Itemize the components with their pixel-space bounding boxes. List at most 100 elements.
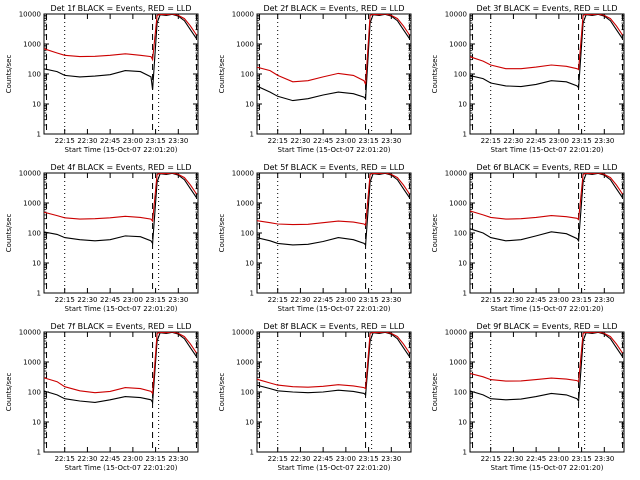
x-axis-label: Start Time (15-Oct-07 22:01:20): [491, 305, 604, 313]
x-tick-label: 22:45: [526, 455, 546, 463]
x-tick-label: 22:15: [481, 455, 501, 463]
x-tick-label: 23:00: [123, 455, 143, 463]
x-tick-label: 22:15: [268, 137, 288, 145]
y-tick-label: 10000: [232, 170, 254, 178]
plot-panel-8: Det 8f BLACK = Events, RED = LLD 1 10 100 10…: [218, 322, 412, 472]
plot-panel-7: Det 7f BLACK = Events, RED = LLD 1 10 100 10…: [5, 322, 199, 472]
plot-title: Det 4f BLACK = Events, RED = LLD: [50, 163, 191, 172]
y-axis-label: Counts/sec: [5, 214, 13, 253]
x-tick-label: 22:45: [100, 296, 120, 304]
y-tick-label: 100: [28, 230, 41, 238]
x-tick-label: 22:45: [313, 137, 333, 145]
x-tick-label: 23:30: [594, 296, 614, 304]
plot-frame: [43, 13, 199, 135]
x-axis-label: Start Time (15-Oct-07 22:01:20): [491, 464, 604, 472]
x-tick-label: 22:30: [503, 137, 523, 145]
x-tick-label: 23:30: [168, 296, 188, 304]
x-tick-label: 22:30: [290, 137, 310, 145]
x-axis-label: Start Time (15-Oct-07 22:01:20): [65, 146, 178, 154]
y-tick-label: 10: [245, 101, 254, 109]
x-tick-label: 23:15: [358, 137, 378, 145]
plot-title: Det 8f BLACK = Events, RED = LLD: [263, 322, 404, 331]
x-axis-label: Start Time (15-Oct-07 22:01:20): [65, 464, 178, 472]
y-tick-label: 1000: [449, 359, 467, 367]
x-tick-label: 22:30: [77, 296, 97, 304]
x-tick-label: 22:15: [268, 296, 288, 304]
events-series-line: [44, 14, 197, 90]
y-tick-label: 10: [245, 260, 254, 268]
x-tick-label: 23:30: [381, 296, 401, 304]
plot-title: Det 7f BLACK = Events, RED = LLD: [50, 322, 191, 331]
y-tick-label: 10: [458, 101, 467, 109]
x-tick-label: 23:15: [571, 455, 591, 463]
y-tick-label: 10: [458, 260, 467, 268]
events-series-line: [470, 332, 623, 403]
plot-frame: [256, 331, 412, 453]
lld-series-line: [257, 173, 410, 227]
lld-series-line: [257, 332, 410, 390]
events-series-line: [257, 173, 410, 247]
y-tick-label: 1: [250, 290, 254, 298]
x-tick-label: 23:00: [336, 296, 356, 304]
x-axis-label: Start Time (15-Oct-07 22:01:20): [278, 464, 391, 472]
x-tick-label: 23:30: [381, 137, 401, 145]
plot-frame: [256, 172, 412, 294]
x-tick-label: 23:15: [145, 137, 165, 145]
x-tick-label: 22:15: [268, 455, 288, 463]
x-tick-label: 23:30: [168, 455, 188, 463]
y-axis-label: Counts/sec: [431, 373, 439, 412]
x-tick-label: 23:00: [549, 296, 569, 304]
y-axis-label: Counts/sec: [218, 373, 226, 412]
lld-series-line: [44, 332, 197, 395]
y-tick-label: 10000: [232, 11, 254, 19]
x-tick-label: 22:45: [313, 455, 333, 463]
y-tick-label: 100: [454, 389, 467, 397]
x-tick-label: 22:15: [481, 137, 501, 145]
y-tick-label: 10000: [19, 329, 41, 337]
y-tick-label: 10: [32, 419, 41, 427]
x-tick-label: 23:30: [168, 137, 188, 145]
events-series-line: [257, 14, 410, 102]
y-tick-label: 10000: [19, 11, 41, 19]
plot-frame: [43, 331, 199, 453]
y-axis-label: Counts/sec: [218, 55, 226, 94]
y-tick-label: 10: [32, 260, 41, 268]
plot-panel-5: Det 5f BLACK = Events, RED = LLD 1 10 100 10…: [218, 163, 412, 313]
x-tick-label: 22:15: [481, 296, 501, 304]
plot-title: Det 1f BLACK = Events, RED = LLD: [50, 4, 191, 13]
y-tick-label: 1: [463, 449, 467, 457]
plot-frame: [43, 172, 199, 294]
x-tick-label: 23:15: [571, 296, 591, 304]
x-tick-label: 23:00: [123, 296, 143, 304]
lld-series-line: [470, 14, 623, 71]
y-tick-label: 1: [37, 131, 41, 139]
x-tick-label: 23:00: [336, 137, 356, 145]
y-axis-label: Counts/sec: [431, 55, 439, 94]
x-tick-label: 22:45: [100, 455, 120, 463]
x-tick-label: 23:00: [123, 137, 143, 145]
y-tick-label: 10000: [232, 329, 254, 337]
events-series-line: [257, 332, 410, 397]
plot-title: Det 6f BLACK = Events, RED = LLD: [476, 163, 617, 172]
y-tick-label: 1000: [236, 41, 254, 49]
x-axis-label: Start Time (15-Oct-07 22:01:20): [278, 146, 391, 154]
x-tick-label: 23:15: [358, 455, 378, 463]
plot-panel-1: Det 1f BLACK = Events, RED = LLD 1 10 100 10…: [5, 4, 199, 154]
lld-series-line: [470, 173, 623, 221]
y-tick-label: 1000: [23, 41, 41, 49]
y-tick-label: 10: [458, 419, 467, 427]
y-tick-label: 1000: [23, 359, 41, 367]
y-axis-label: Counts/sec: [431, 214, 439, 253]
x-tick-label: 23:00: [549, 455, 569, 463]
y-tick-label: 100: [28, 71, 41, 79]
x-tick-label: 22:45: [526, 296, 546, 304]
x-tick-label: 23:15: [571, 137, 591, 145]
x-tick-label: 22:45: [526, 137, 546, 145]
lld-series-line: [257, 14, 410, 85]
x-tick-label: 22:30: [503, 296, 523, 304]
x-tick-label: 23:15: [145, 455, 165, 463]
plot-panel-9: Det 9f BLACK = Events, RED = LLD 1 10 100 10…: [431, 322, 625, 472]
y-tick-label: 10000: [445, 11, 467, 19]
y-axis-label: Counts/sec: [5, 55, 13, 94]
